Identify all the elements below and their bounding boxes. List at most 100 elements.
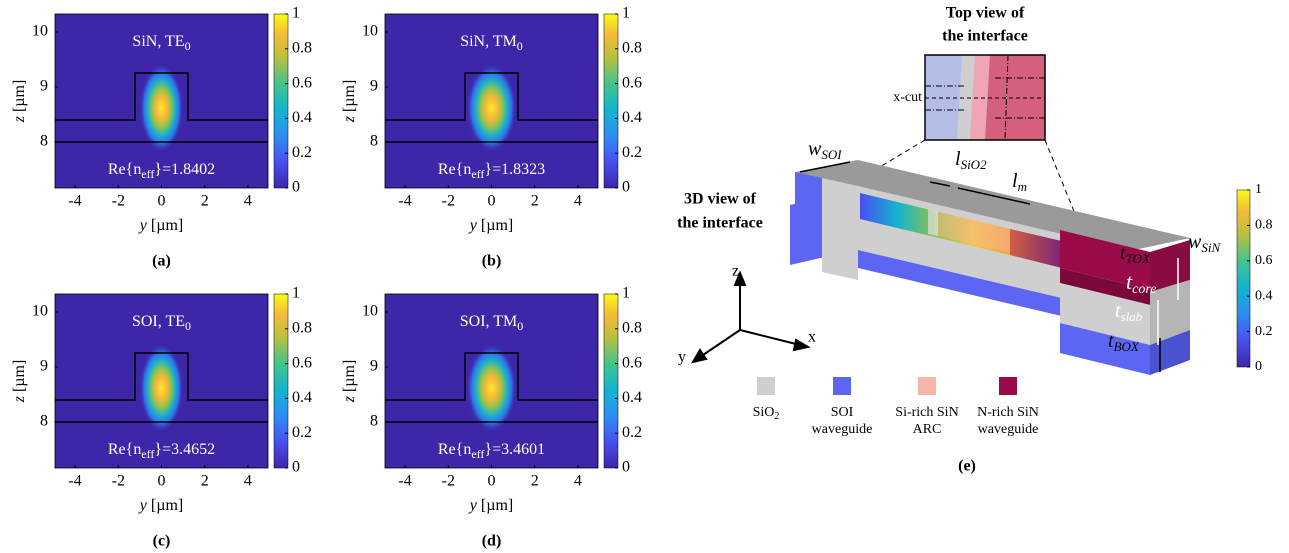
y-axis-label: z [µm] xyxy=(11,360,28,404)
dim-sub: BOX xyxy=(1114,339,1140,354)
colorbar-label: 1 xyxy=(622,5,630,22)
dim-l-m: lm xyxy=(1012,170,1027,194)
colorbar-label: 0.6 xyxy=(292,74,312,91)
legend-label: waveguide xyxy=(812,422,873,437)
colorbar xyxy=(274,14,288,188)
axis-unit: [µm] xyxy=(477,497,513,514)
title-main: SiN, TE xyxy=(132,33,184,50)
colorbar-label: 0 xyxy=(292,459,300,476)
mode-profile xyxy=(467,64,517,152)
title-main: SiN, TM xyxy=(460,33,517,50)
colorbar-label: 0.8 xyxy=(622,319,642,336)
x-tick-label: -2 xyxy=(442,473,455,490)
x-tick-label: -4 xyxy=(68,193,81,210)
x-axis-label: y [µm] xyxy=(138,217,183,234)
dim-var: w xyxy=(1188,231,1202,253)
y-tick-label: 10 xyxy=(32,23,48,40)
dim-sub: core xyxy=(1132,282,1156,297)
x-tick-label: 2 xyxy=(201,193,209,210)
axis-unit: [µm] xyxy=(341,360,358,396)
title-sub: 0 xyxy=(517,319,523,333)
caption: (e) xyxy=(958,458,976,475)
y-tick-label: 8 xyxy=(370,413,378,430)
legend-label: SiO2 xyxy=(753,405,780,422)
x-tick-label: 4 xyxy=(574,193,582,210)
neff-post: }=3.4601 xyxy=(484,441,545,458)
figure: SiN, TE0Re{neff}=1.8402-4-2024891000.20.… xyxy=(0,0,1289,553)
view3d-title: the interface xyxy=(677,215,763,232)
x-tick-label: -4 xyxy=(68,473,81,490)
colorbar-label: 0.6 xyxy=(292,354,312,371)
colorbar-label: 0 xyxy=(622,459,630,476)
colorbar-label: 1 xyxy=(1255,182,1262,197)
title-main: SOI, TM xyxy=(460,313,518,330)
colorbar-ticks: 00.20.40.60.81 xyxy=(1247,182,1273,374)
legend-text: SiO xyxy=(753,405,775,420)
axis-unit: [µm] xyxy=(147,497,183,514)
colorbar-label: 0.6 xyxy=(622,74,642,91)
neff-pre: Re{n xyxy=(108,441,141,458)
colorbar-label: 1 xyxy=(292,285,300,302)
axis-name: z xyxy=(732,263,739,280)
y-tick-label: 9 xyxy=(370,358,378,375)
dim-sub: slab xyxy=(1121,309,1143,324)
caption: (a) xyxy=(152,253,171,270)
legend-sub: 2 xyxy=(774,411,779,422)
colorbar-label: 1 xyxy=(292,5,300,22)
neff-post: }=3.4652 xyxy=(154,441,215,458)
axis-unit: [µm] xyxy=(11,80,28,116)
dim-sub: SOI xyxy=(821,147,842,162)
colorbar-label: 0.8 xyxy=(1255,218,1273,233)
axis-unit: [µm] xyxy=(477,217,513,234)
y-axis-label: z [µm] xyxy=(341,360,358,404)
title-sub: 0 xyxy=(185,319,191,333)
colorbar-label: 0.2 xyxy=(1255,324,1273,339)
colorbar-label: 0.4 xyxy=(622,389,642,406)
y-tick-label: 9 xyxy=(370,78,378,95)
y-tick-label: 8 xyxy=(40,133,48,150)
colorbar xyxy=(604,294,618,468)
y-tick-label: 8 xyxy=(370,133,378,150)
neff-sub: eff xyxy=(471,167,484,181)
colorbar-label: 0.4 xyxy=(1255,288,1273,303)
x-tick-label: 0 xyxy=(488,193,496,210)
legend xyxy=(757,377,1017,395)
axis-name: y xyxy=(678,349,686,366)
colorbar-label: 0.2 xyxy=(622,424,642,441)
x-tick-label: 0 xyxy=(488,473,496,490)
dim-w-sin: wSiN xyxy=(1188,231,1221,255)
neff-sub: eff xyxy=(141,447,154,461)
neff-sub: eff xyxy=(471,447,484,461)
legend-label: ARC xyxy=(913,422,942,437)
title-sub: 0 xyxy=(185,39,191,53)
mode-panel: SOI, TE0Re{neff}=3.4652-4-2024891000.20.… xyxy=(11,285,312,550)
xcut-label: x-cut xyxy=(893,90,922,105)
dim-sub: SiO2 xyxy=(961,157,988,172)
x-tick-label: 2 xyxy=(531,193,539,210)
legend-label: N-rich SiN xyxy=(977,405,1039,420)
mode-profile xyxy=(140,64,184,152)
colorbar-label: 0 xyxy=(292,179,300,196)
schematic: Top view of the interface x-cut 3D view … xyxy=(677,5,1272,475)
y-tick-label: 9 xyxy=(40,78,48,95)
legend-label: waveguide xyxy=(978,422,1039,437)
dim-sub: m xyxy=(1018,179,1027,194)
axis-unit: [µm] xyxy=(11,360,28,396)
x-tick-label: 0 xyxy=(158,473,166,490)
neff-post: }=1.8402 xyxy=(154,161,215,178)
x-tick-label: -2 xyxy=(442,193,455,210)
colorbar-label: 0.8 xyxy=(622,39,642,56)
y-axis-label: z [µm] xyxy=(11,80,28,124)
neff-sub: eff xyxy=(141,167,154,181)
mode-profile xyxy=(467,344,517,432)
mode-profile xyxy=(140,344,184,432)
y-axis-label: z [µm] xyxy=(341,80,358,124)
inset xyxy=(925,55,1045,140)
x-axis-label: y [µm] xyxy=(138,497,183,514)
colorbar-label: 0.4 xyxy=(292,389,312,406)
colorbar-label: 0.2 xyxy=(292,424,312,441)
dim-l-sio2: lSiO2 xyxy=(955,148,987,172)
